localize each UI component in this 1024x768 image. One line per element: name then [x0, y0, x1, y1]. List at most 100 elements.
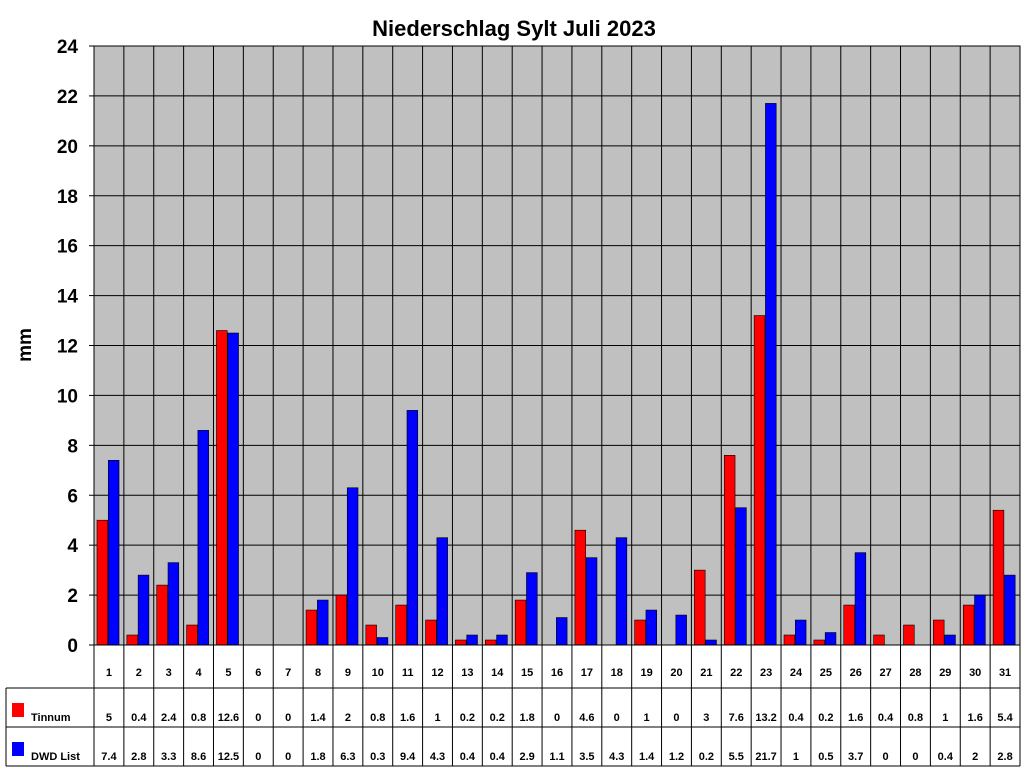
- bar-dwd-list: [346, 487, 359, 646]
- bar-tinnum: [694, 569, 706, 646]
- bar-tinnum: [903, 624, 915, 646]
- category-label: 28: [909, 667, 921, 679]
- bar-dwd-list: [824, 632, 837, 646]
- data-label: 6.3: [340, 751, 355, 763]
- y-tick-label: 22: [57, 87, 78, 108]
- bar-tinnum: [216, 330, 228, 646]
- category-label: 6: [255, 667, 261, 679]
- bar-tinnum: [365, 624, 377, 646]
- data-label: 0.4: [460, 751, 476, 763]
- data-label: 0.2: [699, 751, 714, 763]
- data-label: 2: [972, 751, 978, 763]
- category-label: 9: [345, 667, 351, 679]
- bar-dwd-list: [735, 507, 747, 646]
- data-label: 21.7: [755, 751, 776, 763]
- bar-dwd-list: [197, 430, 209, 646]
- data-label: 0: [673, 712, 679, 724]
- category-label: 27: [879, 667, 891, 679]
- y-tick-label: 24: [57, 37, 79, 58]
- data-label: 0.2: [460, 712, 475, 724]
- category-label: 19: [640, 667, 652, 679]
- bar-tinnum: [126, 634, 138, 646]
- category-label: 8: [315, 667, 321, 679]
- bar-dwd-list: [466, 634, 478, 646]
- category-label: 20: [670, 667, 682, 679]
- series-tinnum-bars: [96, 315, 1005, 646]
- data-label: 1.6: [968, 712, 983, 724]
- data-label: 1.8: [310, 751, 325, 763]
- bar-tinnum: [514, 599, 527, 646]
- bar-dwd-list: [765, 103, 777, 646]
- data-label: 1: [434, 712, 440, 724]
- category-label: 22: [730, 667, 742, 679]
- category-label: 23: [760, 667, 772, 679]
- data-label: 0.4: [490, 751, 506, 763]
- category-label: 21: [700, 667, 712, 679]
- data-label: 0.4: [788, 712, 804, 724]
- legend-swatch: [12, 703, 24, 717]
- category-label: 26: [850, 667, 862, 679]
- data-label: 4.3: [430, 751, 445, 763]
- data-label: 5.5: [729, 751, 744, 763]
- data-label: 2.8: [131, 751, 146, 763]
- data-label: 0: [912, 751, 918, 763]
- data-label: 3.5: [579, 751, 594, 763]
- data-label: 1: [942, 712, 948, 724]
- category-label: 5: [225, 667, 231, 679]
- bar-dwd-list: [167, 562, 180, 646]
- bar-tinnum: [634, 619, 646, 646]
- category-label: 16: [551, 667, 563, 679]
- bar-dwd-list: [1004, 574, 1016, 646]
- bar-dwd-list: [436, 537, 448, 646]
- bar-tinnum: [395, 604, 407, 646]
- bar-dwd-list: [137, 574, 150, 646]
- bar-dwd-list: [376, 637, 389, 646]
- y-tick-label: 14: [57, 287, 79, 308]
- bar-dwd-list: [585, 557, 598, 646]
- data-label: 1.6: [848, 712, 863, 724]
- bar-tinnum: [156, 584, 168, 646]
- bar-dwd-list: [675, 614, 687, 646]
- bar-tinnum: [962, 604, 975, 646]
- legend-label: DWD List: [31, 751, 80, 763]
- bar-dwd-list: [107, 460, 120, 646]
- data-label: 1.6: [400, 712, 415, 724]
- data-label: 0.2: [490, 712, 505, 724]
- y-tick-label: 16: [57, 237, 78, 258]
- data-label: 12.5: [218, 751, 239, 763]
- bar-dwd-list: [944, 634, 956, 646]
- bar-dwd-list: [854, 552, 867, 646]
- category-label: 7: [285, 667, 291, 679]
- data-label: 1.2: [669, 751, 684, 763]
- data-label: 0.5: [818, 751, 833, 763]
- category-label: 2: [136, 667, 142, 679]
- data-label: 1.8: [519, 712, 534, 724]
- y-tick-label: 2: [67, 586, 78, 607]
- data-label: 1.4: [639, 751, 655, 763]
- category-label: 4: [195, 667, 202, 679]
- bar-dwd-list: [406, 410, 419, 646]
- category-label: 14: [491, 667, 504, 679]
- data-label: 0.2: [818, 712, 833, 724]
- y-tick-label: 4: [67, 536, 78, 557]
- bar-dwd-list: [526, 572, 538, 646]
- category-label: 29: [939, 667, 951, 679]
- bar-tinnum: [873, 634, 885, 646]
- data-label: 8.6: [191, 751, 206, 763]
- data-label: 9.4: [400, 751, 416, 763]
- data-label: 5: [106, 712, 112, 724]
- y-tick-label: 10: [57, 386, 78, 407]
- category-label: 25: [820, 667, 832, 679]
- category-label: 31: [999, 667, 1011, 679]
- data-label: 3.3: [161, 751, 176, 763]
- bar-tinnum: [813, 639, 825, 646]
- bar-tinnum: [335, 594, 348, 646]
- data-table: 1 2 3 4 5 6 7 8 9 10 11 12 13 14 15 16 17 18 19 20 21 22 23 24 2…: [5, 644, 1021, 767]
- chart-title: Niederschlag Sylt Juli 2023: [372, 16, 656, 41]
- bar-tinnum: [753, 315, 766, 646]
- data-label: 0.4: [131, 712, 147, 724]
- y-tick-label: 20: [57, 137, 78, 158]
- data-label: 0.8: [370, 712, 385, 724]
- data-label: 4.3: [609, 751, 624, 763]
